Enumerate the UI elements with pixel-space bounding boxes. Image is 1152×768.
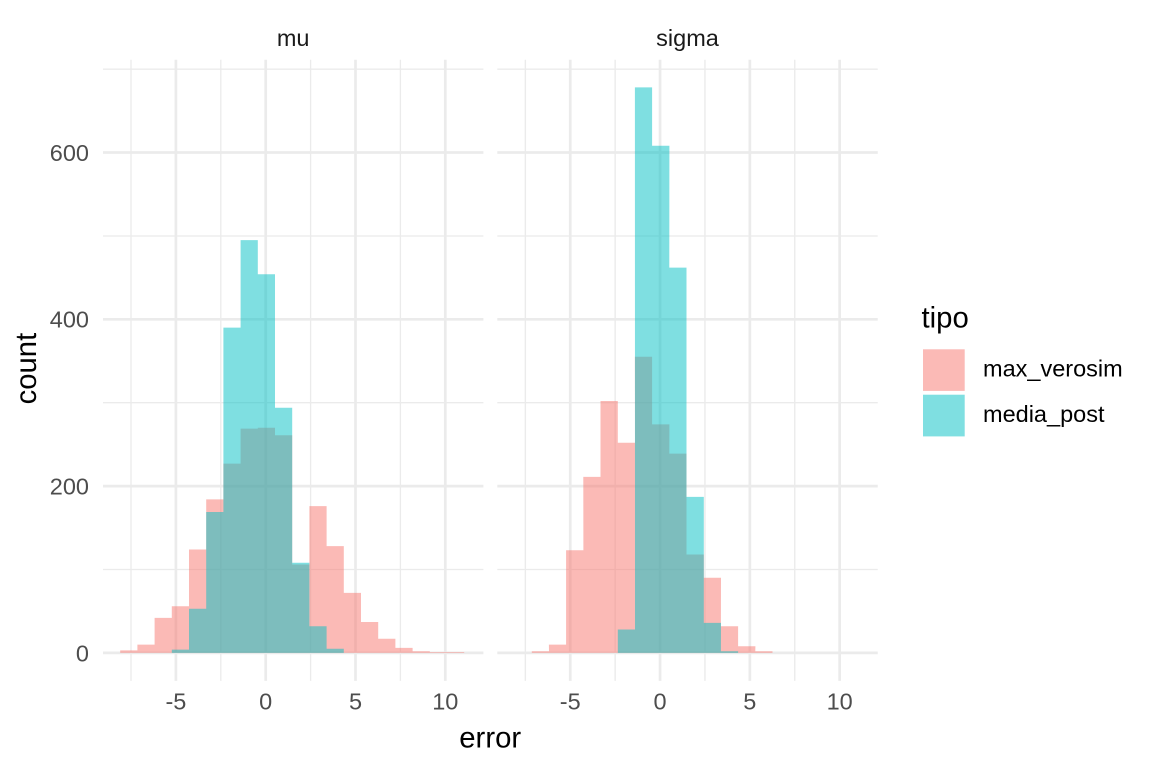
svg-text:600: 600	[50, 140, 89, 166]
svg-text:max_verosim: max_verosim	[983, 356, 1123, 382]
svg-text:0: 0	[654, 689, 667, 715]
svg-text:200: 200	[50, 474, 89, 500]
svg-text:media_post: media_post	[983, 401, 1105, 427]
svg-text:tipo: tipo	[922, 302, 969, 335]
svg-text:-5: -5	[560, 689, 581, 715]
svg-text:count: count	[10, 333, 43, 405]
svg-text:sigma: sigma	[656, 25, 720, 51]
svg-text:10: 10	[827, 689, 853, 715]
svg-text:mu: mu	[277, 25, 310, 51]
svg-text:error: error	[459, 721, 521, 754]
svg-text:0: 0	[76, 640, 89, 666]
svg-text:400: 400	[50, 307, 89, 333]
svg-text:10: 10	[432, 689, 458, 715]
svg-text:5: 5	[349, 689, 362, 715]
svg-text:5: 5	[743, 689, 756, 715]
svg-text:0: 0	[259, 689, 272, 715]
svg-text:-5: -5	[165, 689, 186, 715]
